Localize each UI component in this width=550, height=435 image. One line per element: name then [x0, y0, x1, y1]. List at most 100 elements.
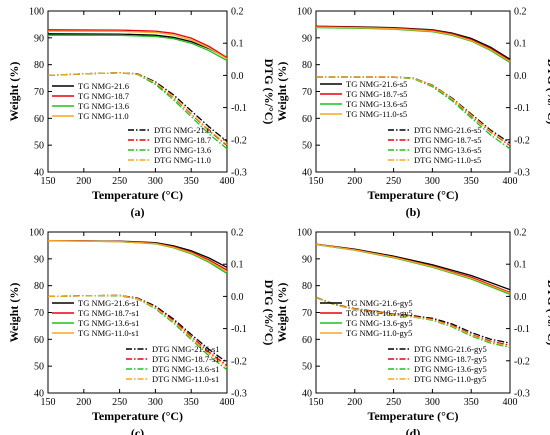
tg-series-line [47, 239, 228, 268]
y-tick-label: 70 [302, 308, 312, 319]
tg-series-line [315, 25, 511, 60]
legend-dtg-label: DTG NMG-18.7-gy5 [414, 354, 487, 364]
y-right-tick-label: -0.2 [231, 356, 247, 367]
legend-tg-label: TG NMG-21.6-s5 [346, 79, 407, 89]
y-right-axis-title: DTG (%/°C) [545, 280, 550, 346]
y-tick-label: 40 [34, 168, 44, 179]
y-tick-label: 80 [34, 60, 44, 71]
y-axis-title: Weight (%) [7, 62, 21, 122]
x-tick-label: 250 [112, 397, 127, 408]
legend-tg-label: TG NMG-18.7-s1 [78, 308, 139, 318]
y-right-tick-label: -0.3 [231, 389, 247, 400]
x-axis-title: Temperature (°C) [367, 409, 458, 423]
y-tick-label: 90 [34, 33, 44, 44]
legend-tg-label: TG NMG-11.0-s5 [346, 109, 407, 119]
y-tick-label: 50 [302, 141, 312, 152]
y-tick-label: 90 [302, 254, 312, 265]
x-tick-label: 150 [309, 397, 324, 408]
x-tick-label: 150 [41, 176, 56, 187]
x-axis-title: Temperature (°C) [92, 409, 183, 423]
legend-dtg-label: DTG NMG-21.6-s1 [152, 344, 220, 354]
tg-series-line [315, 26, 511, 62]
tg-series-line [315, 243, 511, 295]
y-tick-label: 50 [302, 362, 312, 373]
y-right-tick-label: 0.2 [231, 228, 244, 239]
y-right-tick-label: 0.1 [231, 260, 244, 271]
y-tick-label: 40 [34, 389, 44, 400]
y-right-tick-label: 0.1 [231, 39, 244, 50]
legend-dtg-label: DTG NMG-13.6-gy5 [414, 364, 487, 374]
panel-label: (a) [131, 205, 145, 219]
x-tick-label: 200 [76, 397, 91, 408]
x-tick-label: 150 [309, 176, 324, 187]
y-right-tick-label: 0.2 [231, 7, 244, 18]
x-tick-label: 350 [184, 397, 199, 408]
y-tick-label: 80 [34, 281, 44, 292]
legend-dtg-label: DTG NMG-11.0-s1 [152, 374, 219, 384]
y-right-tick-label: -0.1 [231, 103, 247, 114]
tg-series-line [47, 239, 228, 271]
x-tick-label: 250 [386, 176, 401, 187]
y-axis-title: Weight (%) [7, 283, 21, 343]
x-tick-label: 350 [464, 176, 479, 187]
x-tick-label: 300 [148, 397, 163, 408]
legend-tg-label: TG NMG-21.6-s1 [78, 298, 139, 308]
y-tick-label: 90 [302, 33, 312, 44]
legend-tg-label: TG NMG-13.6-gy5 [346, 318, 413, 328]
legend-tg-label: TG NMG-21.6 [78, 81, 129, 91]
x-tick-label: 200 [76, 176, 91, 187]
y-right-axis-title: DTG (%/°C) [262, 59, 276, 125]
dtg-series-line [315, 297, 511, 347]
tg-series-line [47, 33, 228, 59]
x-tick-label: 300 [425, 397, 440, 408]
panel-3: 150 200 250 300 350 400 40 50 60 70 80 90 100 -0.3 -0.… [275, 228, 550, 435]
legend-tg-label: TG NMG-11.0-gy5 [346, 328, 412, 338]
y-right-tick-label: 0.2 [514, 7, 527, 18]
legend-dtg-label: DTG NMG-13.6 [154, 145, 211, 155]
legend-dtg-label: DTG NMG-18.7-s1 [152, 354, 220, 364]
x-axis-title: Temperature (°C) [367, 188, 458, 202]
y-tick-label: 100 [29, 7, 44, 18]
y-tick-label: 70 [34, 87, 44, 98]
y-right-tick-label: 0.1 [514, 260, 527, 271]
tg-series-line [315, 25, 511, 62]
y-tick-label: 60 [34, 114, 44, 125]
x-tick-label: 350 [184, 176, 199, 187]
y-tick-label: 100 [29, 228, 44, 239]
y-tick-label: 100 [297, 228, 312, 239]
x-tick-label: 400 [220, 397, 235, 408]
legend-dtg-label: DTG NMG-11.0 [154, 155, 211, 165]
legend-dtg-label: DTG NMG-13.6-s1 [152, 364, 220, 374]
y-tick-label: 70 [34, 308, 44, 319]
y-tick-label: 80 [302, 60, 312, 71]
legend-tg-label: TG NMG-21.6-gy5 [346, 298, 413, 308]
legend-dtg-label: DTG NMG-13.6-s5 [414, 145, 482, 155]
legend-dtg-label: DTG NMG-11.0-gy5 [414, 374, 486, 384]
legend-tg-label: TG NMG-18.7-s5 [346, 89, 407, 99]
x-tick-label: 250 [112, 176, 127, 187]
y-axis-title: Weight (%) [275, 283, 289, 343]
y-tick-label: 70 [302, 87, 312, 98]
y-right-axis-title: DTG (%/°C) [545, 59, 550, 125]
x-tick-label: 400 [503, 397, 518, 408]
y-right-tick-label: -0.1 [231, 324, 247, 335]
y-right-tick-label: -0.2 [514, 135, 530, 146]
panel-1: 150 200 250 300 350 400 40 50 60 70 80 90 100 -0.3 -0.… [275, 7, 550, 220]
y-tick-label: 40 [302, 389, 312, 400]
y-right-tick-label: 0.0 [514, 292, 527, 303]
y-right-tick-label: -0.3 [231, 168, 247, 179]
tg-series-line [47, 30, 228, 60]
y-right-tick-label: -0.2 [231, 135, 247, 146]
legend-tg-label: TG NMG-11.0 [78, 111, 129, 121]
legend-tg-label: TG NMG-13.6 [78, 101, 129, 111]
y-tick-label: 60 [302, 335, 312, 346]
y-axis-title: Weight (%) [275, 62, 289, 122]
y-right-tick-label: 0.0 [514, 71, 527, 82]
panel-0: 150 200 250 300 350 400 40 50 60 70 80 90 100 -0.3 -0.… [7, 7, 276, 220]
panel-2: 150 200 250 300 350 400 40 50 60 70 80 90 100 -0.3 -0.… [7, 228, 276, 435]
tg-series-line [47, 34, 228, 62]
x-tick-label: 400 [220, 176, 235, 187]
x-tick-label: 250 [386, 397, 401, 408]
y-right-tick-label: 0.0 [231, 71, 244, 82]
